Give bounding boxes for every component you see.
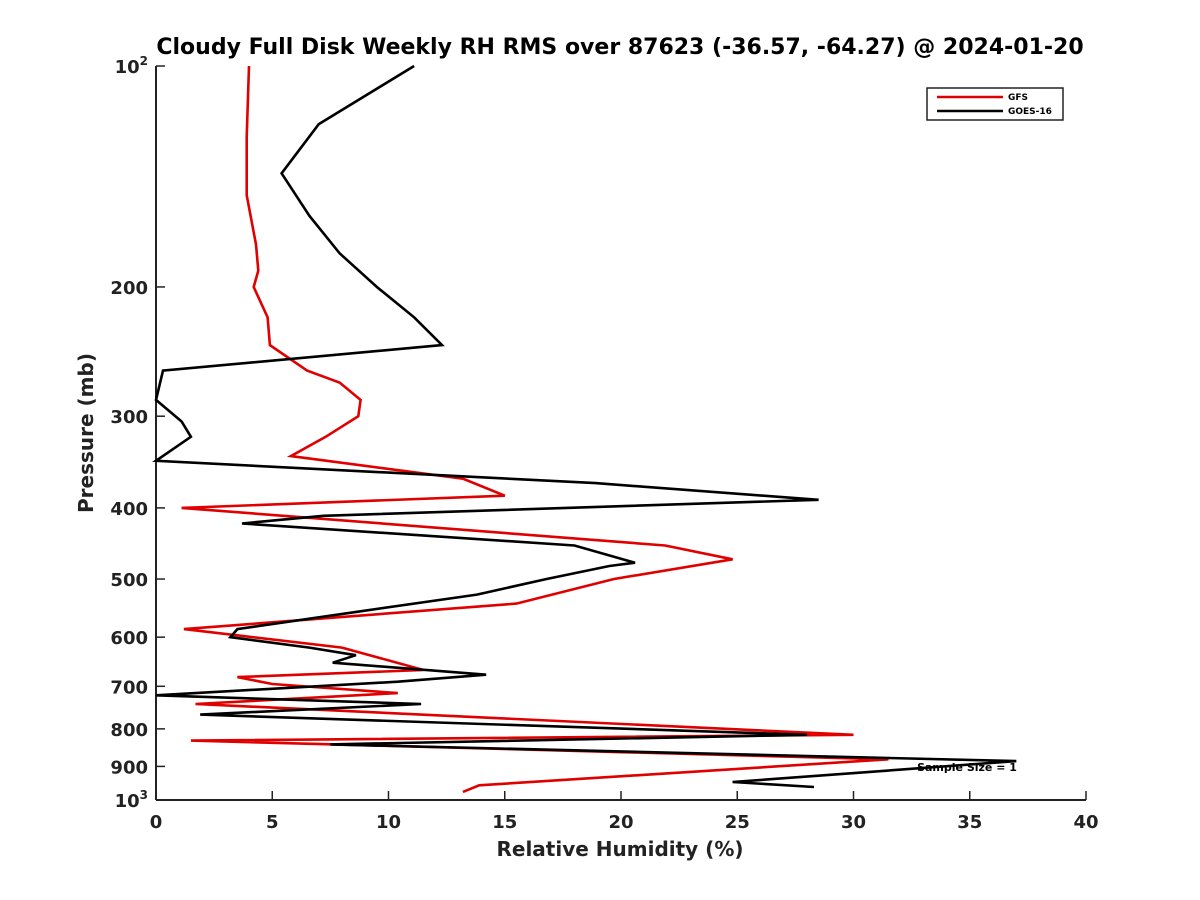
- y-tick-label: 600: [110, 628, 148, 649]
- x-tick-label: 20: [608, 812, 633, 833]
- y-tick-label: 500: [110, 570, 148, 591]
- chart-title: Cloudy Full Disk Weekly RH RMS over 8762…: [156, 35, 1083, 60]
- series-line-gfs: [181, 65, 889, 794]
- x-axis-label: Relative Humidity (%): [496, 837, 743, 861]
- legend: GFS GOES-16: [926, 87, 1064, 121]
- x-tick-label: 15: [492, 812, 517, 833]
- y-tick-label: 400: [110, 499, 148, 520]
- y-tick-label: 800: [110, 720, 148, 741]
- x-tick-label: 35: [957, 812, 982, 833]
- y-axis-label: Pressure (mb): [74, 353, 98, 513]
- legend-label-goes-16: GOES-16: [1008, 107, 1052, 117]
- y-tick-label: 103: [115, 788, 148, 812]
- legend-box: [926, 87, 1064, 121]
- x-tick-label: 30: [841, 812, 866, 833]
- series-line-goes-16: [152, 64, 1017, 789]
- sample-size-annotation: Sample Size = 1: [917, 761, 1017, 774]
- y-tick-label: 900: [110, 757, 148, 778]
- y-tick-label: 700: [110, 677, 148, 698]
- x-tick-label: 40: [1073, 812, 1098, 833]
- x-tick-label: 10: [376, 812, 401, 833]
- data-series: [152, 64, 1017, 794]
- x-tick-label: 5: [266, 812, 279, 833]
- y-tick-label: 200: [110, 278, 148, 299]
- legend-label-gfs: GFS: [1008, 93, 1028, 103]
- x-tick-label: 0: [150, 812, 163, 833]
- axis-ticks: 0 5 10 15 20 25 30 35 40 102 200 300 400 500 600 700 800…: [110, 54, 1098, 833]
- y-tick-label: 300: [110, 407, 148, 428]
- y-tick-label: 102: [115, 54, 148, 78]
- x-tick-label: 25: [725, 812, 750, 833]
